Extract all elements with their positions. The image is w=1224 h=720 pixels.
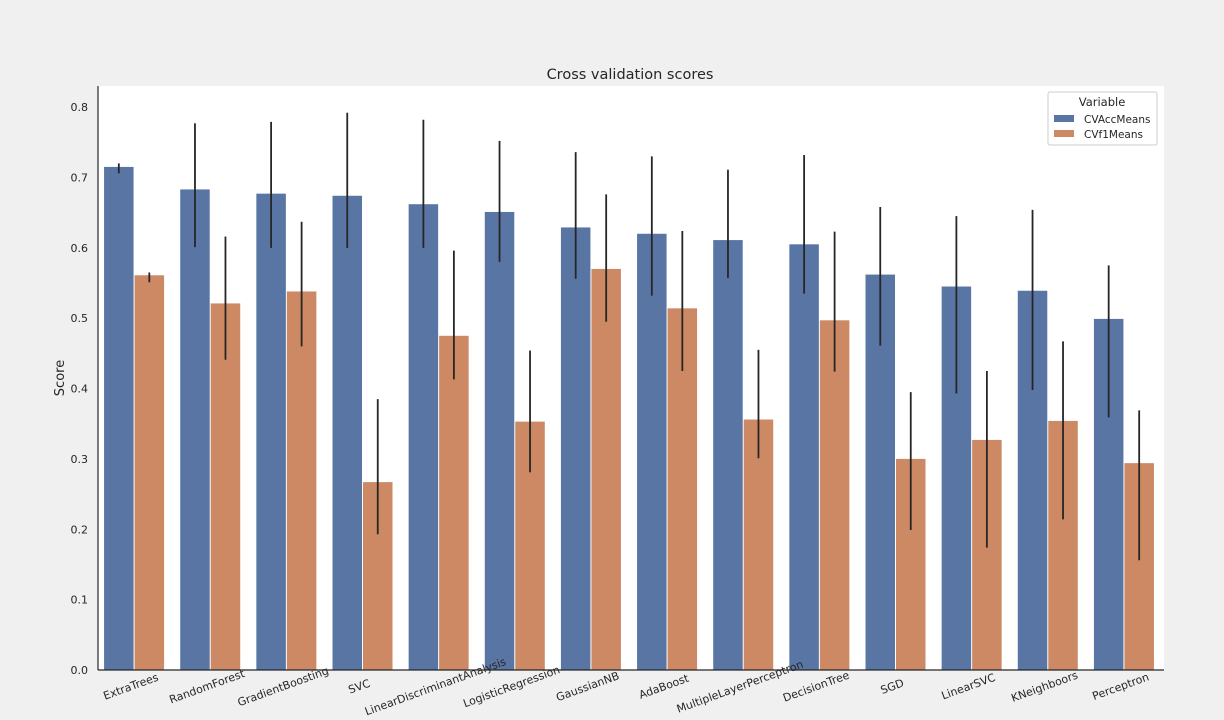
bars-layer <box>104 166 1154 671</box>
y-tick-label: 0.8 <box>71 101 89 114</box>
bar-multiplelayerperceptron-cvaccmeans <box>713 240 743 671</box>
x-tick-label: AdaBoost <box>637 671 691 701</box>
y-tick-labels: 0.0 0.1 0.2 0.3 0.4 0.5 0.6 0.7 0.8 <box>71 101 89 677</box>
y-tick-label: 0.6 <box>71 242 89 255</box>
y-tick-label: 0.4 <box>71 383 89 396</box>
x-tick-label: KNeighboors <box>1010 669 1080 705</box>
legend-label-cvf1means: CVf1Means <box>1084 129 1143 141</box>
legend-title: Variable <box>1079 95 1126 109</box>
y-tick-label: 0.0 <box>71 664 89 677</box>
legend-label-cvaccmeans: CVAccMeans <box>1084 114 1150 126</box>
error-bars-layer <box>117 112 1141 561</box>
x-tick-label: GaussianNB <box>554 669 621 704</box>
y-tick-label: 0.1 <box>71 594 89 607</box>
bar-gaussiannb-cvaccmeans <box>560 227 591 670</box>
legend: Variable CVAccMeans CVf1Means <box>1047 91 1158 146</box>
legend-box <box>1047 91 1158 146</box>
x-tick-label: ExtraTrees <box>102 671 161 703</box>
bar-decisiontree-cvf1means <box>819 320 850 670</box>
bar-multiplelayerperceptron-cvf1means <box>743 419 774 670</box>
bar-randomforest-cvf1means <box>210 303 241 670</box>
bar-logisticregression-cvaccmeans <box>484 211 515 670</box>
legend-swatch-cvf1means <box>1054 130 1074 137</box>
x-tick-label: LinearSVC <box>940 671 998 703</box>
bar-gaussiannb-cvf1means <box>591 268 621 670</box>
y-tick-label: 0.3 <box>71 453 89 466</box>
bar-gradientboosting-cvaccmeans <box>256 193 286 670</box>
y-tick-label: 0.2 <box>71 523 89 536</box>
bar-lineardiscriminantanalysis-cvaccmeans <box>408 204 439 671</box>
bar-gradientboosting-cvf1means <box>286 291 317 670</box>
bar-randomforest-cvaccmeans <box>180 189 210 670</box>
bar-adaboost-cvaccmeans <box>637 233 667 670</box>
bar-lineardiscriminantanalysis-cvf1means <box>439 335 469 670</box>
x-tick-label: GradientBoosting <box>236 664 331 709</box>
x-tick-label: RandomForest <box>168 667 248 707</box>
bar-extratrees-cvf1means <box>134 275 165 670</box>
bar-extratrees-cvaccmeans <box>104 166 134 671</box>
bar-decisiontree-cvaccmeans <box>789 244 819 671</box>
x-tick-label: Perceptron <box>1091 670 1151 703</box>
y-axis-label: Score <box>53 360 68 396</box>
x-tick-label: SVC <box>347 677 373 697</box>
bar-svc-cvaccmeans <box>332 195 362 670</box>
x-tick-label: SGD <box>879 677 906 697</box>
chart-title: Cross validation scores <box>547 67 714 83</box>
y-tick-label: 0.5 <box>71 312 89 325</box>
legend-swatch-cvaccmeans <box>1054 115 1074 122</box>
y-tick-label: 0.7 <box>71 171 89 184</box>
